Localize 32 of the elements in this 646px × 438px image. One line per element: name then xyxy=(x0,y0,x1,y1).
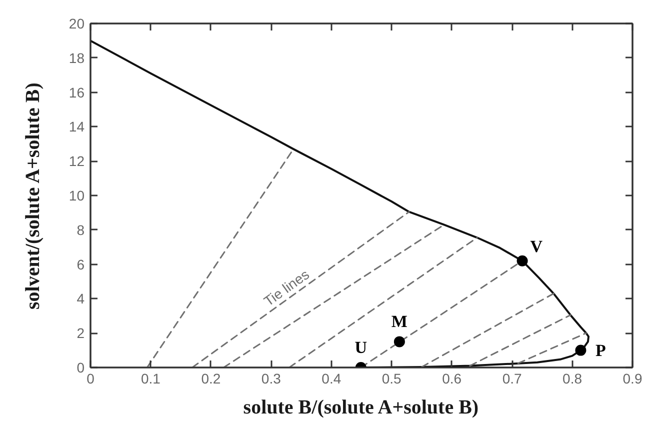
y-tick-label: 6 xyxy=(76,256,85,272)
y-tick-label: 14 xyxy=(68,118,85,135)
annotation: Tie lines xyxy=(260,266,312,310)
annotation: M xyxy=(391,312,408,332)
y-tick-label: 20 xyxy=(68,16,85,32)
x-tick-label: 0.7 xyxy=(502,370,522,386)
x-tick-label: 0.2 xyxy=(201,370,221,386)
y-tick-label: 16 xyxy=(68,84,85,100)
y-axis-title: solvent/(solute A+solute B) xyxy=(22,82,44,310)
x-tick-label: 0.4 xyxy=(322,370,342,386)
point xyxy=(516,255,528,266)
annotation: V xyxy=(530,237,544,256)
annotation: U xyxy=(354,338,368,357)
y-tick-label: 4 xyxy=(76,290,85,307)
y-tick-label: 18 xyxy=(68,50,85,66)
point xyxy=(394,336,405,348)
x-tick-label: 0.1 xyxy=(140,370,161,386)
x-axis-title: solute B/(solute A+solute B) xyxy=(243,396,479,418)
x-tick-label: 0.8 xyxy=(562,370,582,386)
line-series xyxy=(90,40,590,368)
x-tick-label: 0.5 xyxy=(382,370,402,386)
point xyxy=(575,344,586,356)
x-tick-label: 0 xyxy=(86,370,95,386)
y-tick-label: 2 xyxy=(76,325,85,342)
annotation: P xyxy=(596,340,606,360)
y-tick-label: 12 xyxy=(68,153,85,170)
x-tick-label: 0.6 xyxy=(442,370,462,386)
y-tick-label: 8 xyxy=(76,222,85,238)
y-tick-label: 0 xyxy=(76,360,85,376)
x-tick-label: 0.3 xyxy=(261,370,282,386)
y-tick-label: 10 xyxy=(68,188,85,204)
x-tick-label: 0.9 xyxy=(622,370,642,386)
